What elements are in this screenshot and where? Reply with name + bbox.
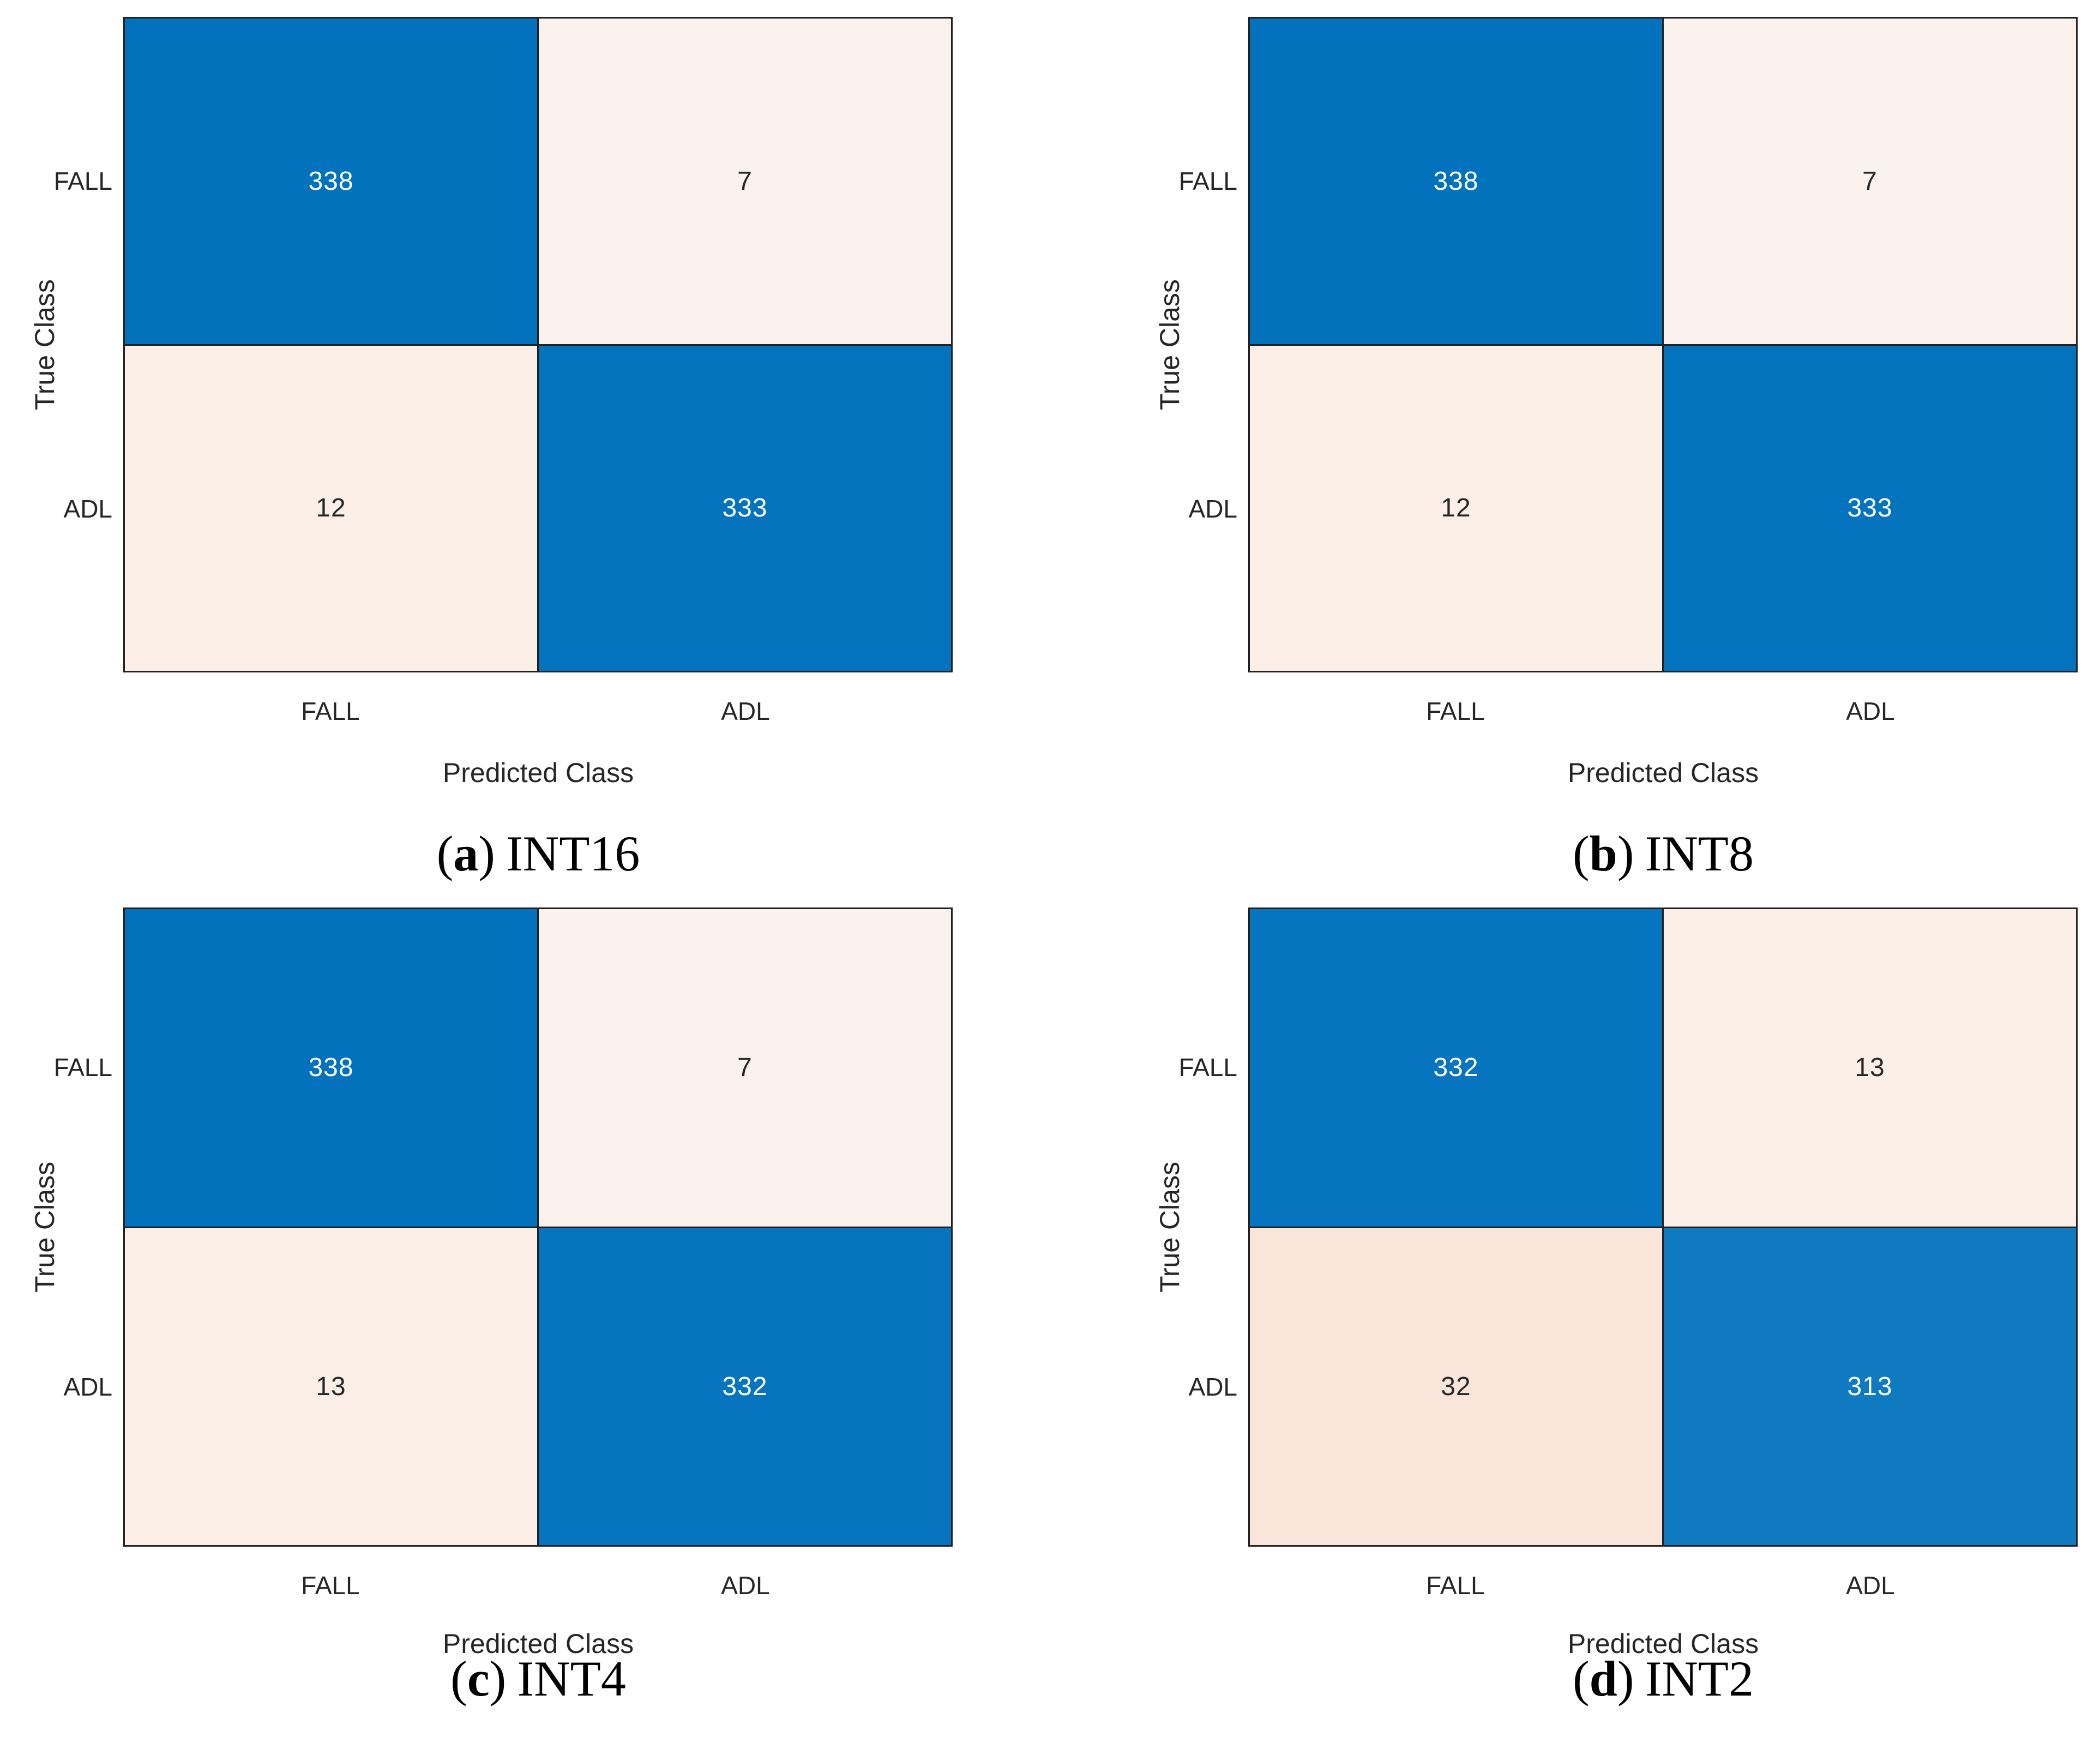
x-tick-label: ADL — [721, 1571, 770, 1600]
y-tick-label: ADL — [1188, 1373, 1237, 1401]
x-axis-label: Predicted Class — [442, 758, 634, 788]
matrix-cell-true-adl-pred-adl: 332 — [539, 1228, 951, 1545]
caption-letter: d — [1589, 1651, 1617, 1706]
confusion-matrix-grid: 338 7 12 333 — [123, 17, 953, 672]
x-tick-label: ADL — [721, 697, 770, 725]
caption-paren-close: ) — [478, 826, 495, 881]
caption-letter: b — [1589, 826, 1617, 881]
y-axis-label: True Class — [1154, 279, 1185, 410]
caption-paren-close: ) — [489, 1651, 507, 1706]
matrix-cell-true-fall-pred-adl: 13 — [1664, 909, 2076, 1227]
confusion-matrix-grid: 332 13 32 313 — [1248, 907, 2078, 1547]
panel-caption: (d) INT2 — [1573, 1650, 1754, 1708]
x-tick-label: ADL — [1846, 697, 1895, 725]
matrix-cell-true-adl-pred-adl: 313 — [1664, 1228, 2076, 1545]
y-axis-label: True Class — [29, 1162, 60, 1293]
x-axis-label: Predicted Class — [1567, 1628, 1759, 1659]
confusion-matrix-panel-d: True Class FALL ADL 332 13 32 313 FALL A… — [1125, 891, 2100, 1749]
matrix-cell-true-adl-pred-adl: 333 — [1664, 345, 2076, 671]
y-tick-label: FALL — [1178, 167, 1237, 195]
matrix-cell-true-fall-pred-fall: 338 — [1250, 19, 1662, 344]
x-tick-label: FALL — [1426, 1571, 1485, 1600]
caption-title: INT16 — [506, 826, 640, 881]
caption-title: INT2 — [1645, 1651, 1754, 1706]
caption-title: INT4 — [517, 1651, 626, 1706]
x-axis-label: Predicted Class — [1567, 758, 1759, 788]
caption-paren-open: ( — [1573, 826, 1590, 881]
matrix-cell-true-adl-pred-adl: 333 — [539, 345, 951, 671]
confusion-matrix-panel-a: True Class FALL ADL 338 7 12 333 FALL AD… — [0, 0, 1050, 881]
caption-paren-open: ( — [436, 826, 454, 881]
x-tick-label: FALL — [301, 697, 360, 725]
matrix-cell-true-fall-pred-fall: 332 — [1250, 909, 1662, 1227]
confusion-matrix-panel-c: True Class FALL ADL 338 7 13 332 FALL AD… — [0, 891, 1050, 1749]
caption-title: INT8 — [1645, 826, 1754, 881]
y-axis-label: True Class — [1154, 1162, 1185, 1293]
confusion-matrix-grid: 338 7 12 333 — [1248, 17, 2078, 672]
matrix-cell-true-adl-pred-fall: 12 — [125, 345, 537, 671]
matrix-cell-true-adl-pred-fall: 12 — [1250, 345, 1662, 671]
caption-letter: c — [467, 1651, 490, 1706]
panel-caption: (b) INT8 — [1573, 825, 1754, 882]
y-tick-label: ADL — [63, 495, 112, 523]
x-axis-label: Predicted Class — [442, 1628, 634, 1659]
caption-letter: a — [453, 826, 479, 881]
x-tick-label: FALL — [301, 1571, 360, 1600]
y-tick-label: ADL — [1188, 495, 1237, 523]
y-tick-label: FALL — [1178, 1053, 1237, 1081]
matrix-cell-true-fall-pred-adl: 7 — [1664, 19, 2076, 344]
matrix-cell-true-adl-pred-fall: 32 — [1250, 1228, 1662, 1545]
confusion-matrix-panel-b: True Class FALL ADL 338 7 12 333 FALL AD… — [1125, 0, 2100, 881]
matrix-cell-true-adl-pred-fall: 13 — [125, 1228, 537, 1545]
matrix-cell-true-fall-pred-adl: 7 — [539, 19, 951, 344]
matrix-cell-true-fall-pred-fall: 338 — [125, 909, 537, 1227]
x-tick-label: ADL — [1846, 1571, 1895, 1600]
y-tick-label: FALL — [53, 1053, 112, 1081]
caption-paren-open: ( — [450, 1651, 467, 1706]
y-tick-label: FALL — [53, 167, 112, 195]
caption-paren-open: ( — [1573, 1651, 1590, 1706]
panel-caption: (a) INT16 — [437, 825, 640, 882]
matrix-cell-true-fall-pred-fall: 338 — [125, 19, 537, 344]
y-axis-label: True Class — [29, 279, 60, 410]
confusion-matrix-grid: 338 7 13 332 — [123, 907, 953, 1547]
matrix-cell-true-fall-pred-adl: 7 — [539, 909, 951, 1227]
x-tick-label: FALL — [1426, 697, 1485, 725]
panel-caption: (c) INT4 — [450, 1650, 626, 1708]
y-tick-label: ADL — [63, 1373, 112, 1401]
caption-paren-close: ) — [1617, 1651, 1634, 1706]
caption-paren-close: ) — [1617, 826, 1634, 881]
